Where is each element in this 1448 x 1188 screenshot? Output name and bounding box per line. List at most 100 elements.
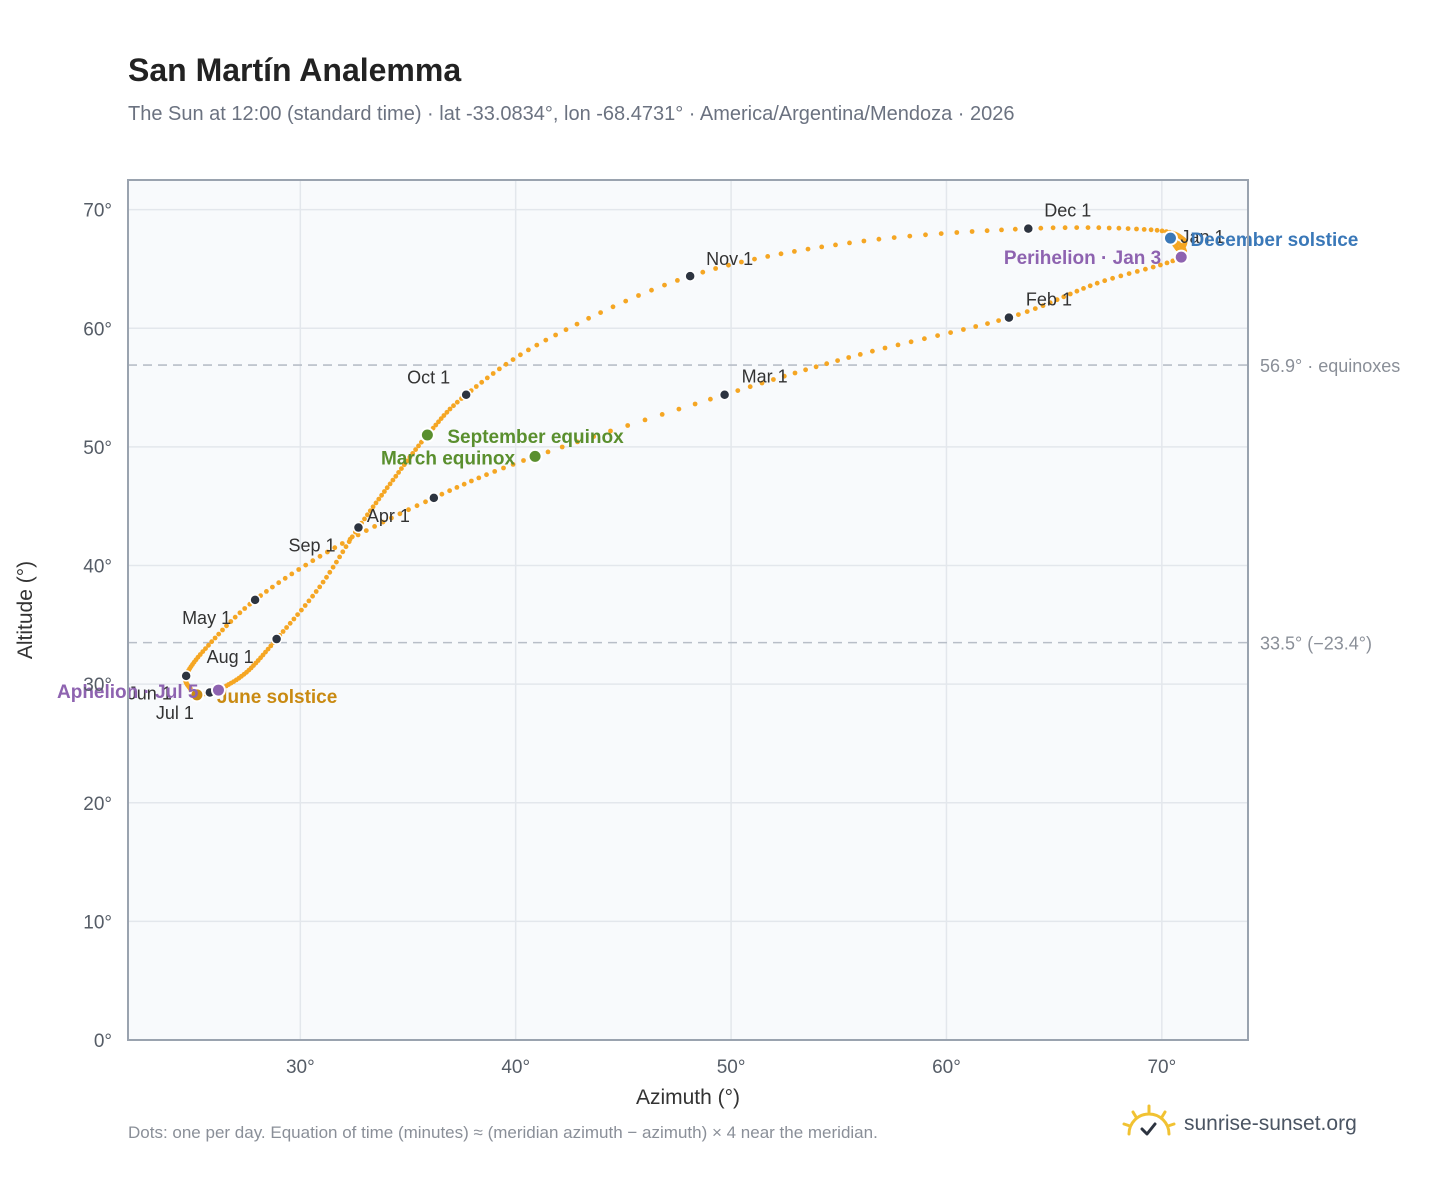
daily-dot — [484, 375, 490, 381]
daily-dot — [363, 528, 369, 533]
daily-dot — [659, 412, 665, 417]
daily-dot — [454, 399, 460, 405]
daily-dot — [861, 238, 867, 244]
daily-dot — [895, 342, 901, 348]
daily-dot — [1164, 260, 1170, 266]
daily-dot — [543, 337, 549, 343]
daily-dot — [1118, 273, 1124, 279]
daily-dot — [447, 488, 452, 494]
daily-dot — [1012, 226, 1018, 232]
daily-dot — [882, 345, 888, 351]
reference-line-label: 33.5° (−23.4°) — [1260, 634, 1372, 654]
daily-dot — [575, 439, 580, 445]
daily-dot — [1126, 271, 1132, 276]
reference-lines: 56.9° · equinoxes 33.5° (−23.4°) — [128, 356, 1400, 654]
daily-dot — [490, 371, 496, 376]
month-marker-label: Feb 1 — [1026, 290, 1072, 310]
chart-title: San Martín Analemma — [128, 52, 462, 88]
daily-dot — [332, 545, 338, 551]
month-marker-label: Oct 1 — [407, 368, 450, 388]
daily-dot — [973, 324, 979, 329]
daily-dot — [340, 549, 346, 555]
daily-dot — [1032, 306, 1038, 311]
daily-dot — [401, 462, 407, 468]
daily-dot — [433, 422, 439, 428]
daily-dot — [362, 516, 367, 522]
y-tick-label: 60° — [83, 319, 112, 340]
daily-dot — [1047, 300, 1053, 306]
daily-dot — [414, 503, 420, 509]
daily-dot — [803, 367, 808, 373]
daily-dot — [334, 559, 339, 565]
daily-dot — [891, 235, 897, 241]
daily-dot — [444, 409, 450, 415]
x-tick-label: 30° — [286, 1057, 315, 1078]
event-marker-dot — [1162, 230, 1178, 246]
daily-dot — [317, 553, 323, 559]
x-tick-label: 40° — [501, 1057, 530, 1078]
daily-dot — [923, 232, 928, 238]
daily-dot — [280, 629, 286, 634]
daily-dot — [484, 472, 489, 478]
y-tick-label: 50° — [83, 438, 112, 459]
daily-dot — [376, 496, 382, 502]
daily-dot — [1050, 225, 1056, 231]
daily-dot — [591, 434, 597, 439]
daily-dot — [327, 569, 333, 575]
daily-dot — [1024, 309, 1030, 314]
daily-dot — [819, 244, 825, 250]
daily-dot — [501, 465, 506, 471]
daily-dot — [476, 475, 482, 481]
daily-dot — [876, 236, 882, 242]
daily-dot — [1040, 303, 1046, 309]
daily-dot — [1116, 225, 1122, 231]
daily-dot — [282, 575, 288, 581]
daily-dot — [739, 259, 744, 265]
brand[interactable]: sunrise-sunset.org — [1122, 1100, 1357, 1148]
month-marker-label: Jul 1 — [156, 703, 194, 723]
daily-dot — [1062, 225, 1068, 231]
daily-dot — [1134, 226, 1139, 232]
daily-dot — [1054, 297, 1060, 303]
daily-dot — [406, 507, 411, 513]
daily-dot — [1038, 225, 1044, 231]
daily-dot — [473, 384, 479, 389]
sunrise-logo-icon — [1122, 1104, 1176, 1136]
daily-dot — [289, 571, 295, 577]
daily-dot — [212, 635, 218, 641]
daily-dot — [608, 428, 613, 434]
month-marker-label: Mar 1 — [742, 367, 788, 387]
daily-dot — [922, 336, 927, 342]
daily-dot — [492, 469, 498, 474]
daily-dot — [242, 606, 248, 611]
daily-dot — [384, 485, 390, 491]
daily-dot — [813, 364, 819, 370]
x-tick-label: 60° — [932, 1057, 961, 1078]
daily-dot — [824, 361, 830, 367]
daily-dot — [969, 229, 975, 234]
daily-dot — [1096, 225, 1102, 231]
daily-dot — [1141, 227, 1147, 232]
daily-dot — [692, 401, 698, 407]
daily-dot — [320, 579, 326, 585]
daily-dot — [1110, 275, 1115, 281]
daily-dot — [313, 589, 319, 594]
y-tick-label: 70° — [83, 201, 112, 222]
daily-dot — [1159, 228, 1165, 234]
daily-dot — [586, 315, 591, 321]
daily-dot — [337, 554, 342, 560]
daily-dot — [676, 406, 682, 412]
daily-dot — [847, 240, 852, 246]
daily-dot — [610, 304, 616, 310]
daily-dot — [846, 355, 852, 360]
daily-dot — [534, 342, 540, 348]
footer-note: Dots: one per day. Equation of time (min… — [128, 1123, 878, 1142]
y-tick-label: 20° — [83, 794, 112, 815]
daily-dot — [265, 646, 271, 652]
daily-dot — [379, 492, 384, 498]
daily-dot — [708, 396, 713, 402]
daily-dot — [598, 310, 603, 315]
daily-dot — [1125, 226, 1131, 232]
daily-dot — [771, 377, 776, 382]
